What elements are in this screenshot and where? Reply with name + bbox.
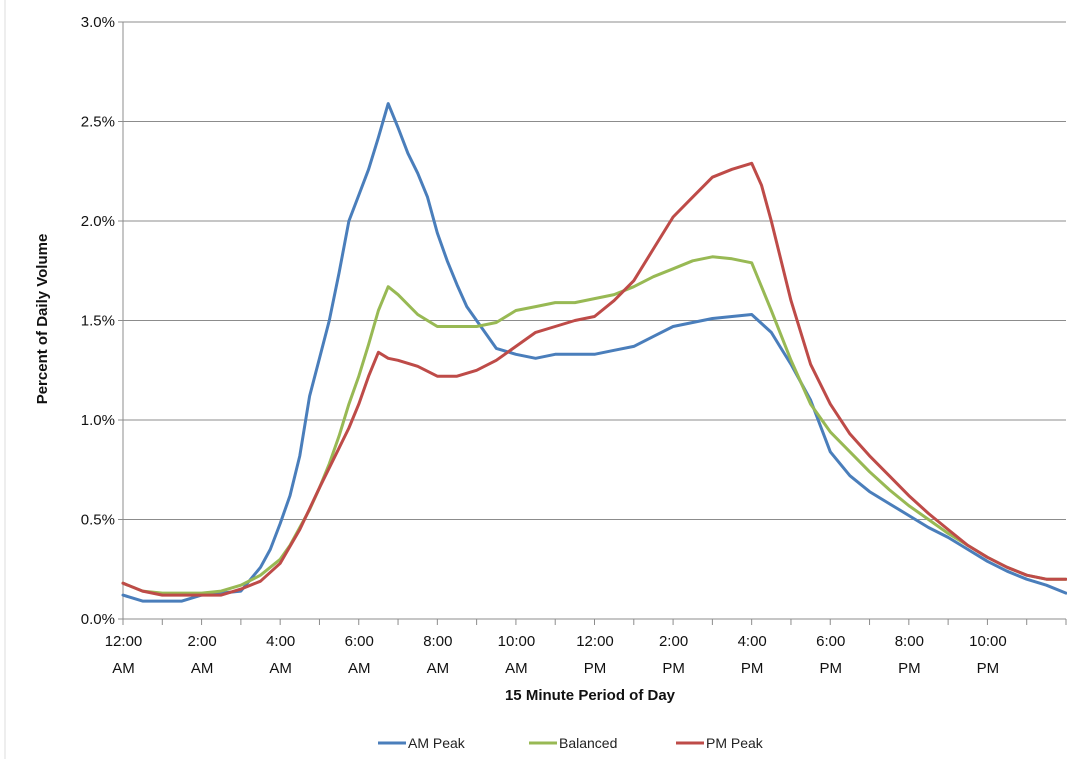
x-tick-label: 2:00 (659, 633, 688, 650)
x-tick-label: AM (348, 660, 371, 677)
x-tick-label: PM (820, 660, 843, 677)
x-tick-label: PM (977, 660, 1000, 677)
x-tick-label: AM (505, 660, 528, 677)
series-line-am-peak (121, 102, 1067, 603)
y-tick-label: 0.0% (81, 611, 115, 628)
x-axis-title: 15 Minute Period of Day (505, 687, 676, 704)
x-tick-label: 6:00 (345, 633, 374, 650)
x-tick-label: 10:00 (498, 633, 536, 650)
x-tick-label: 12:00 (105, 633, 143, 650)
y-axis-title: Percent of Daily Volume (34, 234, 51, 405)
y-tick-label: 3.0% (81, 14, 115, 31)
x-tick-label: AM (269, 660, 292, 677)
x-tick-label: 12:00 (576, 633, 614, 650)
x-tick-label: 8:00 (895, 633, 924, 650)
x-tick-label: AM (427, 660, 450, 677)
x-tick-label: AM (112, 660, 135, 677)
x-tick-label: AM (191, 660, 214, 677)
legend-label-balanced: Balanced (559, 735, 617, 751)
x-tick-label: PM (898, 660, 921, 677)
x-tick-label: PM (741, 660, 764, 677)
x-tick-label: 2:00 (187, 633, 216, 650)
legend-label-pm-peak: PM Peak (706, 735, 764, 751)
legend: AM Peak Balanced PM Peak (378, 735, 764, 751)
y-tick-label: 1.5% (81, 313, 115, 330)
y-tick-label: 2.5% (81, 114, 115, 131)
x-tick-label: PM (662, 660, 685, 677)
legend-label-am-peak: AM Peak (408, 735, 466, 751)
x-tick-label: 4:00 (738, 633, 767, 650)
x-tick-label: PM (584, 660, 607, 677)
x-tick-label: 10:00 (969, 633, 1007, 650)
x-tick-label: 6:00 (816, 633, 845, 650)
x-tick-label: 4:00 (266, 633, 295, 650)
axes: 0.0% 0.5% 1.0% 1.5% 2.0% 2.5% 3.0% 12:00 AM 2:00 A… (81, 14, 1067, 677)
y-tick-label: 0.5% (81, 512, 115, 529)
y-tick-label: 1.0% (81, 412, 115, 429)
y-tick-label: 2.0% (81, 213, 115, 230)
x-tick-label: 8:00 (423, 633, 452, 650)
series-lines (121, 102, 1067, 603)
